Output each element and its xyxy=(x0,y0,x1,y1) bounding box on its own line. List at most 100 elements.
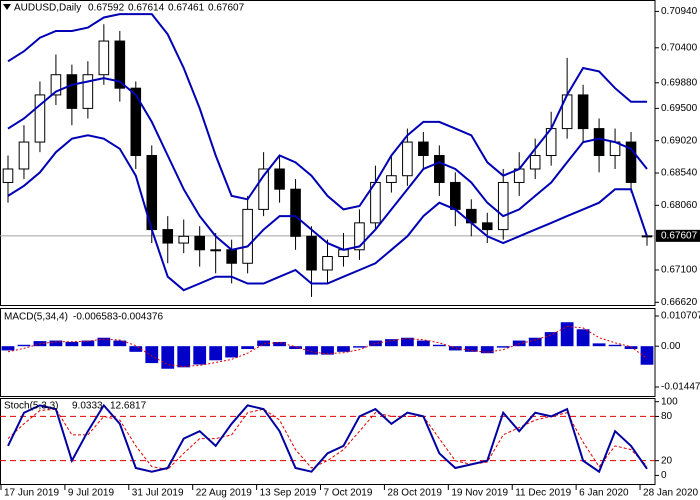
candle-body xyxy=(130,87,142,157)
x-tick-label: 11 Dec 2019 xyxy=(515,488,571,499)
x-tick-label: 13 Sep 2019 xyxy=(260,488,317,499)
macd-title: MACD(5,34,4) xyxy=(4,312,68,323)
macd-bar xyxy=(576,329,590,347)
macd-signal-value: -0.004376 xyxy=(118,312,163,323)
candle-body xyxy=(481,222,493,231)
candle-body xyxy=(402,141,413,177)
y-tick-label: 0.010707 xyxy=(661,311,700,322)
candle-body xyxy=(194,235,205,251)
candle-body xyxy=(306,235,317,271)
candle-body xyxy=(226,249,237,264)
candle-body xyxy=(66,74,78,109)
price-plot xyxy=(0,13,655,297)
x-tick-label: 22 Aug 2019 xyxy=(196,488,253,499)
macd-bar xyxy=(480,346,494,354)
macd-panel-frame xyxy=(0,308,656,397)
macd-bar xyxy=(353,346,366,348)
macd-bar xyxy=(416,340,430,347)
header-open: 0.67592 xyxy=(88,3,125,14)
candle-body xyxy=(354,222,365,251)
macd-bar xyxy=(464,346,478,352)
y-tick-label: 0 xyxy=(661,470,667,481)
macd-value: -0.006583 xyxy=(73,312,118,323)
candle-body xyxy=(98,40,110,76)
candle-body xyxy=(497,181,509,231)
stoch-title: Stoch(5,3,3) xyxy=(4,401,58,412)
macd-bar xyxy=(209,346,223,361)
macd-bar xyxy=(400,337,414,347)
candle-body xyxy=(386,175,397,183)
chart-title: AUDUSD,Daily xyxy=(14,3,81,14)
macd-bar xyxy=(177,346,191,368)
header-high: 0.67614 xyxy=(128,3,165,14)
candle-body xyxy=(114,40,126,89)
y-tick-label: 0.70400 xyxy=(661,42,698,53)
macd-signal xyxy=(7,325,648,368)
x-tick-label: 17 Jun 2019 xyxy=(4,488,59,499)
macd-bar xyxy=(592,343,606,347)
candle-body xyxy=(34,94,46,143)
x-tick-label: 28 Oct 2019 xyxy=(387,488,442,499)
macd-bar xyxy=(448,346,462,351)
plot-layer: 0.70940 0.70400 0.69880 0.69500 0.69020 0.685… xyxy=(0,3,700,499)
candle-body xyxy=(593,128,605,157)
macd-bar xyxy=(321,346,334,355)
stoch-d-value: 12.6817 xyxy=(110,401,147,412)
candle-body xyxy=(18,141,30,170)
x-tick-label: 28 Jan 2020 xyxy=(643,488,698,499)
bollinger-middle xyxy=(7,77,648,251)
macd-bar xyxy=(640,346,654,365)
macd-bar xyxy=(193,346,207,365)
macd-bar xyxy=(81,340,95,347)
y-tick-label: 0.66620 xyxy=(661,297,698,308)
candle-body xyxy=(434,155,445,183)
y-tick-label: 0.70940 xyxy=(661,6,698,17)
macd-bar xyxy=(17,344,31,347)
y-tick-label: 20 xyxy=(661,455,673,466)
macd-bar xyxy=(608,344,622,347)
macd-bar xyxy=(544,332,558,347)
candle-body xyxy=(322,256,333,271)
x-tick-label: 7 Oct 2019 xyxy=(324,488,373,499)
macd-bar xyxy=(161,346,175,369)
header-close: 0.67607 xyxy=(208,3,245,14)
candle-body xyxy=(50,74,62,96)
macd-bar xyxy=(512,340,526,347)
y-tick-label: -0.014479 xyxy=(661,382,700,393)
macd-bar xyxy=(624,346,638,350)
macd-bar xyxy=(129,346,143,352)
header-icon xyxy=(3,4,11,10)
x-tick-label: 9 Jul 2019 xyxy=(68,488,115,499)
macd-bar xyxy=(97,337,111,347)
header-low: 0.67461 xyxy=(168,3,205,14)
y-tick-label: 0.68540 xyxy=(661,168,698,179)
macd-bar xyxy=(528,337,542,347)
candle-body xyxy=(625,141,637,183)
macd-bar xyxy=(432,344,446,347)
main-panel-frame xyxy=(0,0,656,306)
x-tick-label: 19 Nov 2019 xyxy=(451,488,508,499)
macd-bar xyxy=(145,346,159,364)
y-tick-label: 0.68060 xyxy=(661,200,698,211)
candle-body xyxy=(418,141,429,157)
bollinger-upper xyxy=(7,13,647,211)
y-tick-label: 80 xyxy=(661,411,673,422)
macd-bar xyxy=(65,341,79,347)
y-tick-label: 0.69020 xyxy=(661,135,698,146)
macd-bar xyxy=(305,346,318,355)
y-tick-label: 0.69880 xyxy=(661,77,698,88)
candle-body xyxy=(450,181,461,210)
candle-body xyxy=(242,208,253,264)
candle-body xyxy=(2,168,14,183)
stoch-k-value: 9.0333 xyxy=(72,401,103,412)
macd-bar xyxy=(369,340,382,347)
y-tick-label: 0.00 xyxy=(661,341,681,352)
macd-bar xyxy=(113,340,127,347)
bollinger-lower xyxy=(7,134,648,292)
candle-body xyxy=(290,188,301,237)
macd-bar xyxy=(496,346,510,348)
x-tick-label: 31 Jul 2019 xyxy=(132,488,184,499)
candle-body xyxy=(210,249,221,252)
last-price-box xyxy=(656,229,700,242)
